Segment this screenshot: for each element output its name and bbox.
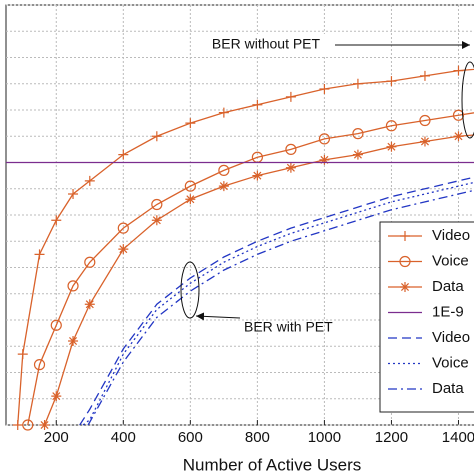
marker <box>386 141 397 152</box>
ellipse <box>461 61 474 139</box>
marker <box>151 198 163 211</box>
annotation: BER without PET <box>212 36 321 52</box>
legend-label: Video <box>432 227 470 244</box>
marker <box>68 189 79 199</box>
series-line <box>27 112 474 426</box>
x-tick-label: 200 <box>44 429 69 446</box>
marker <box>419 114 431 127</box>
marker <box>318 133 331 145</box>
marker <box>319 154 330 165</box>
marker <box>118 149 129 160</box>
marker <box>400 282 410 292</box>
marker <box>84 256 96 268</box>
legend-label: Voice <box>432 252 469 269</box>
x-tick-label: 1400 <box>442 429 474 446</box>
annotation-bg <box>198 34 334 56</box>
series-line <box>87 189 474 426</box>
series-line <box>79 176 474 426</box>
marker <box>352 149 363 160</box>
marker <box>285 91 296 102</box>
marker <box>352 128 364 140</box>
marker <box>68 336 79 346</box>
legend-label: Voice <box>432 354 469 371</box>
marker <box>419 70 430 81</box>
marker <box>386 76 397 87</box>
marker <box>50 319 62 331</box>
marker <box>12 420 23 430</box>
legend-label: Video <box>432 329 470 346</box>
marker <box>419 136 430 147</box>
marker <box>84 175 95 186</box>
marker <box>352 78 363 89</box>
marker <box>51 215 62 226</box>
x-tick-label: 800 <box>245 429 270 446</box>
x-tick-label: 1000 <box>308 429 341 446</box>
marker <box>118 244 129 255</box>
marker <box>285 162 296 173</box>
x-tick-label: 1200 <box>375 429 408 446</box>
marker <box>453 131 464 142</box>
marker <box>184 180 196 192</box>
series-line <box>43 134 474 426</box>
marker <box>34 249 45 260</box>
marker <box>252 170 263 181</box>
marker <box>385 120 398 132</box>
marker <box>67 280 79 292</box>
x-tick-label: 600 <box>178 429 203 446</box>
legend <box>379 221 474 413</box>
marker <box>400 231 410 241</box>
marker <box>319 84 330 94</box>
annotation: BER with PET <box>244 319 333 335</box>
marker <box>185 194 196 205</box>
marker <box>17 349 28 360</box>
marker <box>218 164 230 176</box>
marker <box>22 419 34 431</box>
marker <box>285 143 297 155</box>
marker <box>399 255 411 268</box>
marker <box>151 215 162 226</box>
marker <box>252 99 263 110</box>
marker <box>185 118 196 129</box>
marker <box>39 420 50 430</box>
ellipse <box>180 261 200 319</box>
marker <box>51 391 62 402</box>
legend-label: Data <box>432 380 464 397</box>
series-line <box>82 181 474 426</box>
legend-label: 1E-9 <box>432 303 464 320</box>
x-axis-label: Number of Active Users <box>183 455 362 474</box>
marker <box>218 107 229 118</box>
x-tick-label: 400 <box>111 429 136 446</box>
marker <box>117 222 129 234</box>
marker <box>84 299 95 310</box>
arrow <box>195 312 241 321</box>
marker <box>151 131 162 142</box>
marker <box>33 359 46 371</box>
marker <box>452 109 465 121</box>
series-line <box>17 68 474 426</box>
legend-label: Data <box>432 278 464 295</box>
marker <box>218 181 229 192</box>
marker <box>453 65 464 76</box>
